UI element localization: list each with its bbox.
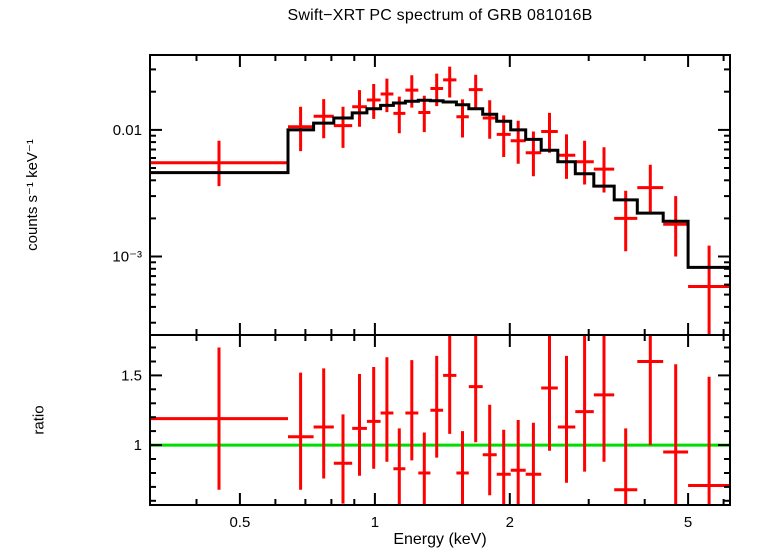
spectrum-errorbars — [150, 66, 730, 335]
spectrum-panel — [150, 66, 730, 335]
ratio-errorbars — [150, 335, 730, 505]
x-tick-label: 1 — [371, 514, 379, 531]
ratio-panel — [150, 335, 730, 505]
x-tick-label: 2 — [506, 514, 514, 531]
x-axis-label: Energy (keV) — [393, 531, 487, 548]
model-step-line — [150, 98, 730, 269]
x-tick-label: 5 — [684, 514, 692, 531]
x-tick-label: 0.5 — [229, 514, 250, 531]
spectrum-y-tick-label: 0.01 — [113, 122, 142, 139]
ratio-y-tick-label: 1 — [134, 437, 142, 454]
ratio-y-tick-label: 1.5 — [121, 367, 142, 384]
axis-ticks — [150, 55, 730, 505]
plot-frame — [149, 54, 731, 506]
chart-title: Swift−XRT PC spectrum of GRB 081016B — [287, 7, 593, 24]
tick-labels: 0.5 1 2 5 10⁻³ 0.01 1 1.5 — [112, 122, 692, 531]
spectrum-y-tick-label: 10⁻³ — [112, 249, 142, 266]
